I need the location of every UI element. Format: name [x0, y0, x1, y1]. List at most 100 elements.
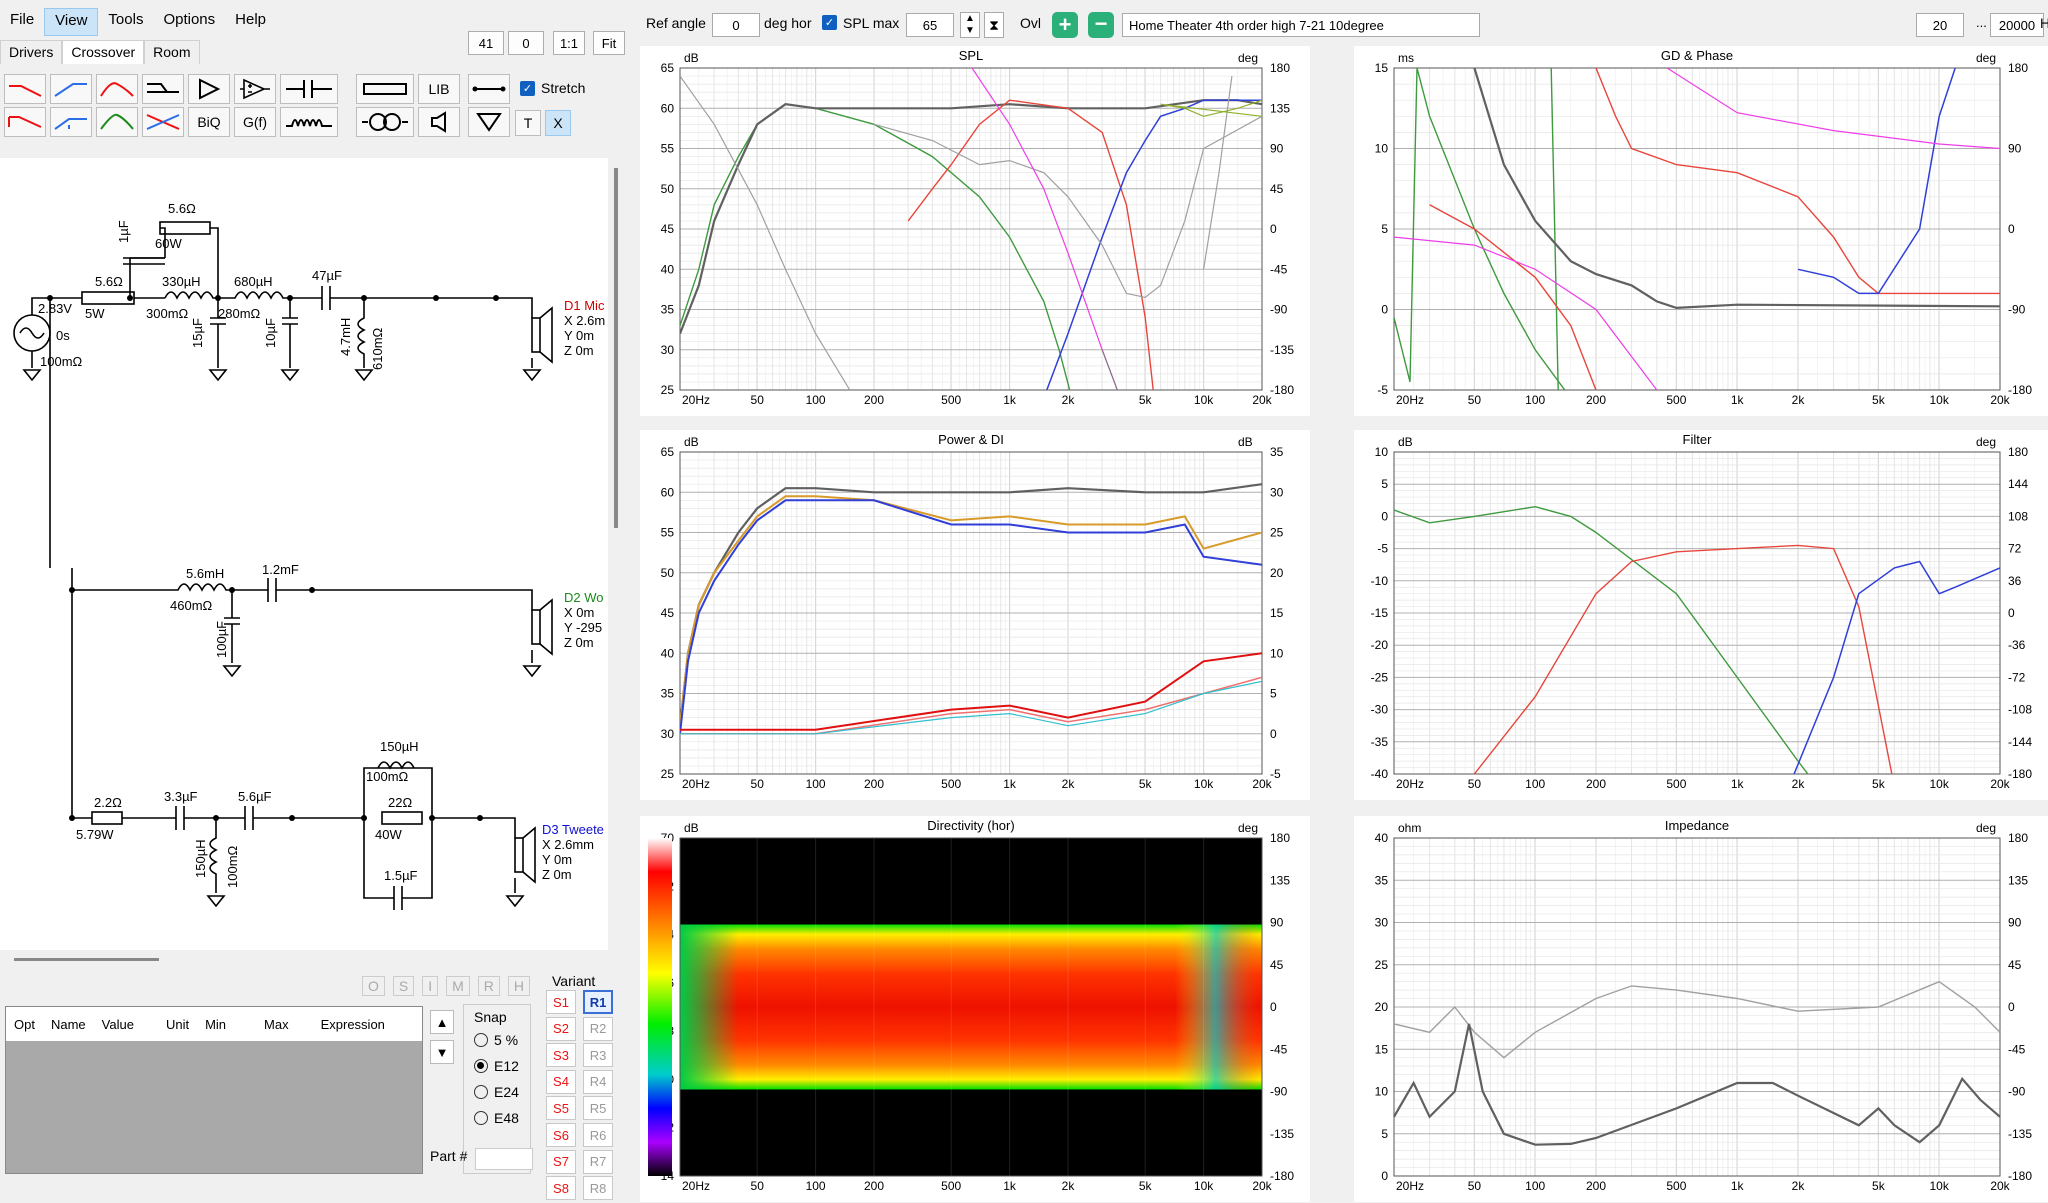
power-lunit: dB [684, 435, 699, 449]
add-overlay-button[interactable]: + [1052, 12, 1078, 38]
schematic-scrollbar[interactable] [614, 168, 618, 528]
value-41[interactable]: 41 [468, 31, 504, 55]
hourglass-icon[interactable]: ⧗ [984, 12, 1004, 38]
highpass-2-button[interactable] [50, 107, 92, 137]
driver2-name[interactable]: D2 Wo [564, 590, 604, 605]
imp-chart[interactable]: 403530252015105018013590450-45-90-135-18… [1354, 816, 2048, 1202]
spl-max-checkbox[interactable]: ✓ [822, 15, 837, 30]
library-button[interactable]: LIB [418, 74, 460, 104]
snap-e24[interactable]: E24 [474, 1084, 519, 1100]
label-c3: 15µF [190, 318, 205, 348]
spl-spinner[interactable]: ▲ ▼ [960, 12, 980, 38]
variant-s4[interactable]: S4 [546, 1069, 576, 1094]
value-0[interactable]: 0 [508, 31, 544, 55]
variant-r1[interactable]: R1 [583, 990, 613, 1014]
freq-min-input[interactable]: 20 [1916, 13, 1964, 37]
imp-y2tick: -90 [2008, 1085, 2026, 1099]
h-button[interactable]: H [507, 976, 531, 996]
lowpass-1-button[interactable] [4, 74, 46, 104]
r-button[interactable]: R [477, 976, 500, 996]
freq-max-input[interactable]: 20000 [1990, 13, 2044, 37]
variant-r2[interactable]: R2 [583, 1016, 613, 1041]
m-button[interactable]: M [446, 976, 470, 996]
tab-room[interactable]: Room [144, 40, 200, 64]
fit-button[interactable]: Fit [593, 31, 625, 55]
ground-icon [476, 113, 502, 132]
variant-s5[interactable]: S5 [546, 1096, 576, 1121]
driver3-name[interactable]: D3 Tweete [542, 822, 604, 837]
remove-overlay-button[interactable]: − [1088, 12, 1114, 38]
variant-r8[interactable]: R8 [583, 1176, 613, 1201]
dir-chart[interactable]: 706254463830221418013590450-45-90-135-18… [640, 816, 1310, 1202]
tab-crossover[interactable]: Crossover [62, 40, 145, 64]
snap-e12[interactable]: E12 [474, 1058, 519, 1074]
variant-r4[interactable]: R4 [583, 1069, 613, 1094]
spl-chart[interactable]: 65 60 55 50 45 40 35 30 25 180 135 90 45 0 -45 -90 -135 -… [640, 46, 1310, 416]
variant-s2[interactable]: S2 [546, 1016, 576, 1041]
t-button[interactable]: T [515, 110, 541, 136]
project-name-field[interactable]: Home Theater 4th order high 7-21 10degre… [1122, 13, 1480, 37]
schematic-hscrollbar[interactable] [14, 958, 159, 961]
stretch-checkbox[interactable]: ✓ Stretch [520, 80, 585, 96]
zoom-1-1-button[interactable]: 1:1 [553, 31, 585, 55]
opamp-icon [240, 78, 270, 100]
variant-r7[interactable]: R7 [583, 1149, 613, 1174]
schematic-canvas[interactable]: 2.83V 0s 100mΩ 5.6Ω 60W 1µF 5.6Ω 5W 330µ… [0, 158, 608, 950]
wire-button[interactable] [468, 74, 510, 104]
variant-s3[interactable]: S3 [546, 1043, 576, 1068]
move-down-button[interactable]: ▼ [430, 1040, 454, 1064]
menu-help[interactable]: Help [235, 11, 267, 28]
opamp-button[interactable] [234, 74, 276, 104]
bandpass-1-button[interactable] [96, 74, 138, 104]
bandpass-2-button[interactable] [96, 107, 138, 137]
variant-s8[interactable]: S8 [546, 1176, 576, 1201]
move-up-button[interactable]: ▲ [430, 1010, 454, 1034]
filter-chart[interactable]: 1050-5-10-15-20-25-30-35-401801441087236… [1354, 430, 2048, 800]
label-r1: 5.6Ω [168, 201, 196, 216]
menu-tools[interactable]: Tools [108, 11, 144, 28]
variant-r6[interactable]: R6 [583, 1123, 613, 1147]
tab-drivers[interactable]: Drivers [0, 40, 63, 64]
capacitor-button[interactable] [280, 74, 338, 104]
filter-y2tick: 144 [2008, 477, 2028, 491]
variant-s6[interactable]: S6 [546, 1123, 576, 1147]
o-button[interactable]: O [362, 976, 385, 996]
spl-max-input[interactable]: 65 [906, 13, 954, 37]
variant-s1[interactable]: S1 [546, 990, 576, 1014]
gf-button[interactable]: G(f) [234, 107, 276, 137]
s-button[interactable]: S [392, 976, 415, 996]
gd-ytick: 15 [1375, 61, 1389, 75]
notch-button[interactable] [142, 107, 184, 137]
amplifier-button[interactable] [188, 74, 230, 104]
driver1-name[interactable]: D1 Mic [564, 298, 605, 313]
variant-s7[interactable]: S7 [546, 1149, 576, 1174]
transformer-button[interactable] [356, 107, 414, 137]
resistor-button[interactable] [356, 74, 414, 104]
menu-view[interactable]: View [44, 8, 99, 36]
driver-button[interactable] [418, 107, 460, 137]
power-ytick: 40 [661, 646, 675, 660]
variant-r5[interactable]: R5 [583, 1096, 613, 1121]
power-ytick: 35 [661, 687, 675, 701]
imp-xtick: 200 [1586, 1179, 1606, 1193]
gd-xtick: 2k [1792, 393, 1806, 407]
inductor-button[interactable] [280, 107, 338, 137]
deg-hor-label: deg hor [764, 15, 812, 31]
snap-e48[interactable]: E48 [474, 1110, 519, 1126]
optimizer-table[interactable]: Opt Name Value Unit Min Max Expression [5, 1006, 423, 1174]
allpass-button[interactable] [142, 74, 184, 104]
menu-options[interactable]: Options [163, 11, 216, 28]
part-input[interactable] [475, 1148, 533, 1170]
ref-angle-input[interactable]: 0 [712, 13, 760, 37]
biquad-button[interactable]: BiQ [188, 107, 230, 137]
x-button[interactable]: X [545, 110, 571, 136]
ground-button[interactable] [468, 107, 510, 137]
menu-file[interactable]: File [10, 11, 35, 28]
variant-r3[interactable]: R3 [583, 1043, 613, 1068]
lowpass-2-button[interactable] [4, 107, 46, 137]
snap-5pct[interactable]: 5 % [474, 1032, 518, 1048]
i-button[interactable]: I [422, 976, 439, 996]
highpass-1-button[interactable] [50, 74, 92, 104]
